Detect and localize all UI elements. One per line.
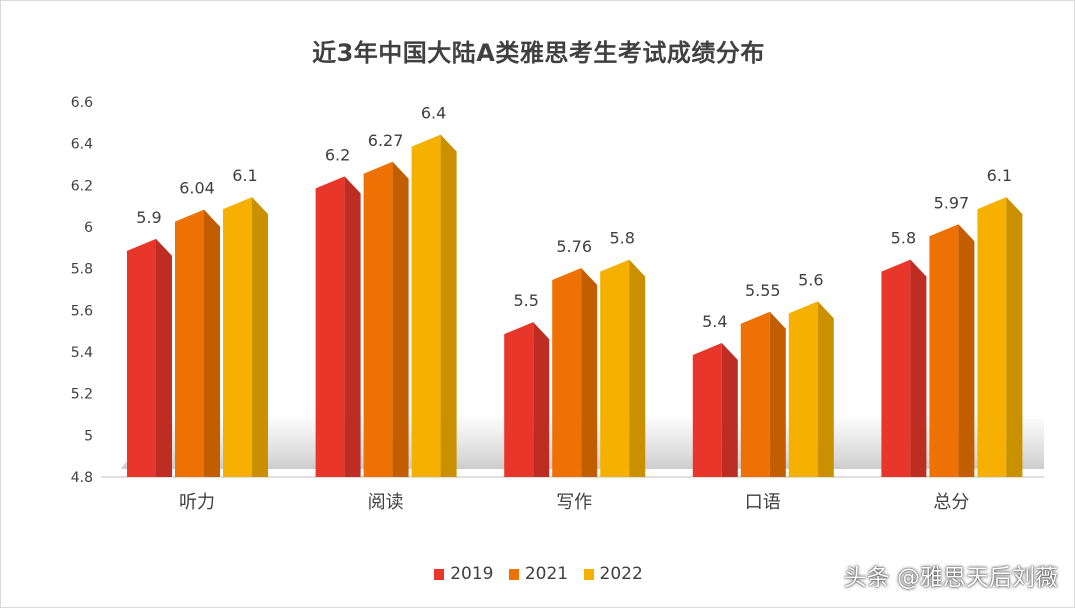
data-label: 6.4 [421,104,446,123]
bar-front [692,343,722,477]
bar-2022-听力 [223,197,268,477]
data-label: 5.6 [798,270,823,289]
bar-2019-口语 [692,343,738,477]
bar-front [127,238,156,477]
legend-label-2019: 2019 [450,564,494,584]
bar-side [252,197,268,477]
bar-2021-总分 [929,224,975,477]
bar-front [175,209,204,477]
bar-front [363,161,393,477]
bar-side [204,209,220,477]
data-label: 6.2 [325,145,350,164]
bar-2019-阅读 [315,176,361,478]
legend-label-2022: 2022 [599,564,643,584]
y-tick-label: 6 [84,220,93,236]
bar-front [977,197,1007,477]
data-label: 5.97 [934,193,970,212]
legend-swatch-2019 [434,569,445,580]
bar-front [411,134,441,477]
bar-front [600,259,630,477]
x-tick-label: 听力 [179,492,215,513]
x-tick-label: 总分 [933,492,969,513]
bar-side [344,176,361,478]
data-label: 5.4 [702,312,727,331]
x-tick-label: 阅读 [368,492,404,513]
bar-2022-口语 [788,301,834,477]
legend-swatch-2022 [583,569,594,580]
bar-side [817,301,834,477]
data-label: 5.76 [556,237,592,256]
bar-side [581,268,598,477]
bar-side [1006,197,1023,477]
bar-front [552,268,582,477]
bar-2019-总分 [881,259,927,477]
bar-side [440,134,457,477]
bar-2019-听力 [127,238,172,477]
y-tick-label: 5.6 [71,303,93,319]
bar-side [629,259,646,477]
y-tick-label: 4.8 [71,470,93,486]
bar-2021-写作 [552,268,598,477]
bar-2022-总分 [977,197,1023,477]
y-tick-label: 5.4 [71,345,93,361]
bar-front [223,197,252,477]
bar-side [533,322,550,477]
bar-front [788,301,818,477]
bar-side [958,224,975,477]
bar-2021-阅读 [363,161,409,477]
data-label: 5.9 [136,208,161,227]
y-tick-label: 5.8 [71,262,93,278]
data-label: 6.04 [179,179,215,198]
bar-front [504,322,534,477]
y-tick-label: 6.4 [71,137,93,153]
legend-swatch-2021 [508,569,519,580]
data-label: 5.8 [891,229,916,248]
data-label: 6.1 [987,166,1012,185]
bar-side [721,343,738,477]
data-label: 5.8 [609,229,634,248]
y-tick-label: 5.2 [71,387,93,403]
bar-side [910,259,927,477]
legend-item-2022: 2022 [583,564,643,584]
y-tick-label: 6.2 [71,178,93,194]
y-tick-label: 6.6 [71,95,93,111]
watermark: 头条 @雅思天后刘薇 [843,565,1058,591]
data-label: 5.55 [745,281,781,300]
bar-side [769,311,786,477]
bar-front [929,224,959,477]
bar-2022-写作 [600,259,646,477]
bar-side [156,238,172,477]
y-tick-label: 5 [84,428,93,444]
legend: 2019 2021 2022 [1,564,1075,584]
bar-2019-写作 [504,322,550,477]
data-label: 5.5 [513,291,538,310]
bar-front [881,259,911,477]
bar-2021-听力 [175,209,220,477]
bar-side [392,161,409,477]
legend-item-2019: 2019 [434,564,493,584]
data-label: 6.1 [232,166,257,185]
x-tick-label: 口语 [745,492,781,513]
bar-front [315,176,345,478]
chart-title: 近3年中国大陆A类雅思考生考试成绩分布 [312,39,765,67]
legend-label-2021: 2021 [524,564,569,584]
bar-front [740,311,770,477]
bar-2021-口语 [740,311,786,477]
x-tick-label: 写作 [556,492,592,513]
bar-2022-阅读 [411,134,457,477]
data-label: 6.27 [368,131,404,150]
legend-item-2021: 2021 [508,564,569,584]
